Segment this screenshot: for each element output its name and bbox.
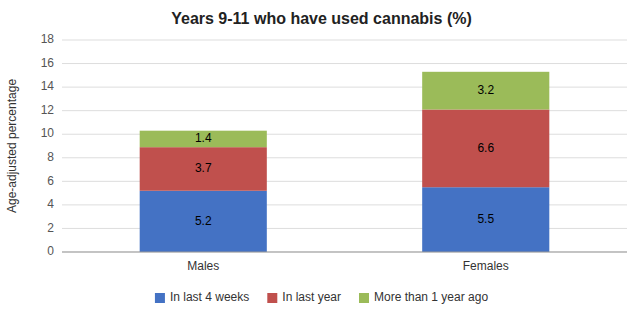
x-axis-line [62, 252, 627, 253]
legend-swatch [267, 293, 277, 303]
bar-segment [422, 187, 549, 252]
y-tick-label: 16 [41, 56, 55, 70]
grid-line [62, 40, 627, 41]
x-tick-label: Females [463, 259, 509, 273]
y-tick-label: 18 [41, 32, 55, 46]
data-label: 3.2 [477, 83, 494, 97]
data-labels: 5.2 5.5 3.7 6.6 1.4 3.2 [195, 83, 495, 228]
legend-item: In last year [267, 290, 341, 304]
bar-segment [140, 191, 267, 252]
bar-segment [140, 147, 267, 191]
y-tick-label: 10 [41, 126, 55, 140]
x-tick-label: Males [187, 259, 219, 273]
y-tick-label: 14 [41, 79, 55, 93]
data-label: 3.7 [195, 161, 212, 175]
title: Years 9-11 who have used cannabis (%) [171, 10, 472, 27]
data-label: 1.4 [195, 131, 212, 145]
y-tick-label: 6 [47, 174, 54, 188]
data-label: 5.5 [477, 212, 494, 226]
legend-item: More than 1 year ago [359, 290, 488, 304]
chart: Years 9-11 who have used cannabis (%) Age… [0, 0, 643, 324]
legend: In last 4 weeks In last year More than 1 y… [155, 290, 488, 304]
bar-segment [422, 72, 549, 110]
y-tick-label: 8 [47, 150, 54, 164]
y-axis-label: Age-adjusted percentage [5, 79, 19, 213]
legend-item: In last 4 weeks [155, 290, 249, 304]
bar-segment [140, 131, 267, 147]
chart-container: Years 9-11 who have used cannabis (%) Age… [0, 0, 643, 324]
bars [140, 72, 550, 252]
legend-label: More than 1 year ago [374, 290, 488, 304]
y-tick-label: 2 [47, 221, 54, 235]
legend-label: In last year [282, 290, 341, 304]
legend-swatch [155, 293, 165, 303]
grid-line [62, 63, 627, 64]
grid [62, 40, 627, 252]
data-label: 5.2 [195, 214, 212, 228]
grid-line [62, 252, 627, 253]
data-label: 6.6 [477, 141, 494, 155]
y-tick-label: 4 [47, 197, 54, 211]
bar-segment [422, 109, 549, 187]
legend-swatch [359, 293, 369, 303]
y-tick-label: 0 [47, 244, 54, 258]
y-tick-label: 12 [41, 103, 55, 117]
legend-label: In last 4 weeks [170, 290, 249, 304]
